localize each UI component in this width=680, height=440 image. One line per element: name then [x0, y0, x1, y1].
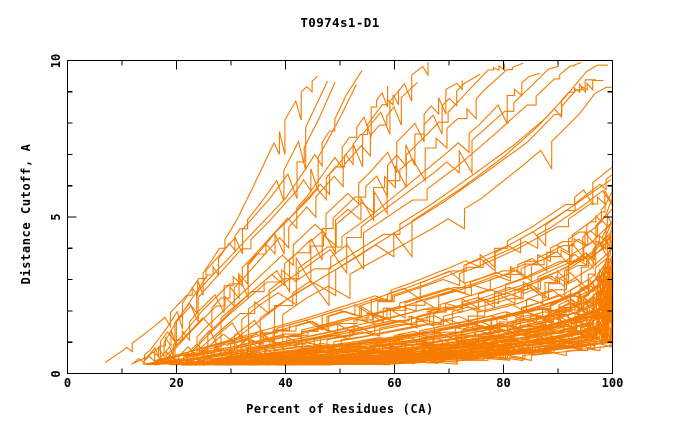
series-layer	[104, 62, 614, 366]
y-tick-label: 10	[49, 53, 63, 68]
y-tick-label: 5	[49, 213, 63, 221]
series-line	[157, 197, 614, 365]
series-line	[142, 179, 612, 365]
series-line	[235, 86, 612, 349]
x-tick-label: 0	[63, 376, 72, 390]
series-line	[199, 65, 560, 353]
chart-title: T0974s1-D1	[300, 15, 380, 30]
x-tick-label: 20	[169, 376, 184, 390]
series-line	[158, 89, 400, 360]
series-line	[178, 255, 613, 365]
series-line	[166, 81, 418, 359]
x-tick-label: 80	[496, 376, 511, 390]
series-line	[154, 191, 613, 365]
axis-frame	[66, 59, 614, 375]
series-line	[205, 62, 582, 351]
x-axis-title: Percent of Residues (CA)	[246, 402, 434, 416]
series-line	[158, 85, 389, 361]
series-line	[213, 278, 612, 365]
series-line	[146, 173, 613, 365]
series-line	[196, 72, 541, 352]
series-line	[159, 228, 608, 365]
series-line	[131, 80, 328, 365]
series-line	[216, 79, 604, 350]
series-line	[145, 166, 613, 366]
series-line	[162, 206, 614, 365]
series-line	[104, 75, 318, 363]
series-line	[188, 63, 505, 355]
series-line	[133, 81, 336, 364]
series-line	[166, 62, 429, 356]
series-line	[143, 84, 357, 363]
x-tick-label: 100	[601, 376, 624, 390]
series-line	[143, 70, 363, 362]
series-line	[226, 64, 609, 347]
series-line	[190, 62, 524, 353]
x-tick-label: 60	[387, 376, 402, 390]
x-tick-label: 40	[278, 376, 293, 390]
series-line	[167, 230, 614, 365]
series-line	[202, 268, 613, 364]
y-tick-label: 0	[49, 369, 63, 378]
series-line	[178, 80, 463, 358]
